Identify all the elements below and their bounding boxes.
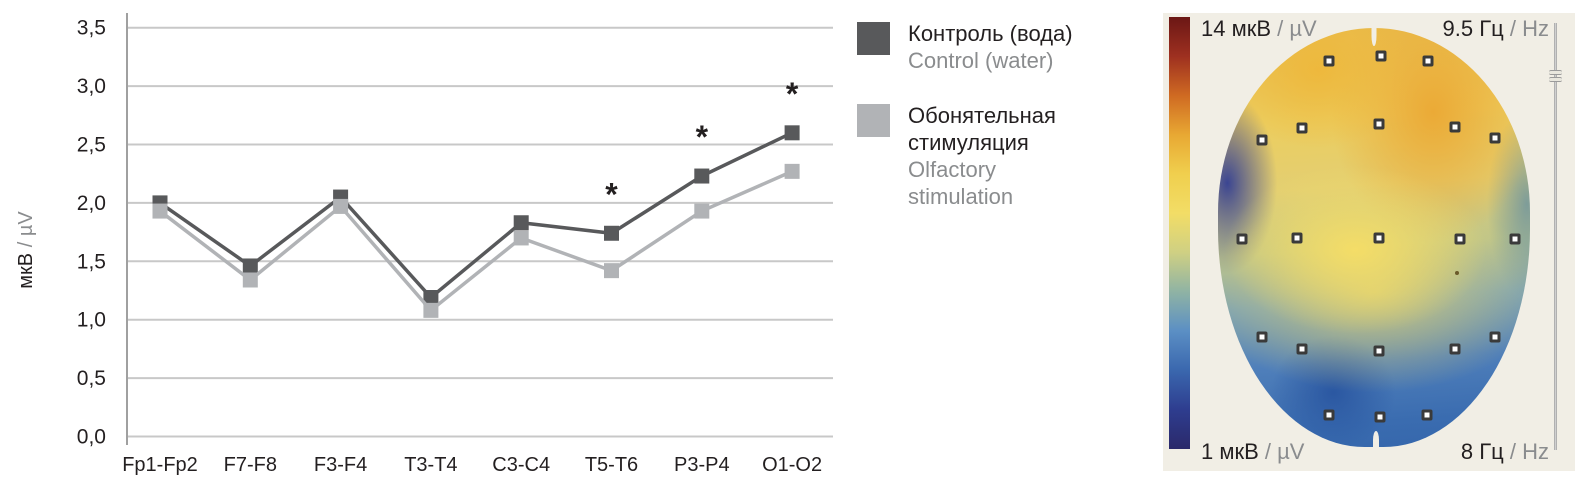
slider-rod-knot bbox=[1549, 70, 1562, 84]
electrode-marker bbox=[1421, 409, 1433, 421]
electrode-marker bbox=[1449, 121, 1461, 133]
data-marker-olfactory bbox=[333, 198, 349, 214]
scale-label-top-right: 9.5 Гц / Hz bbox=[1443, 16, 1549, 42]
y-tick-label: 1,5 bbox=[77, 250, 106, 273]
colorbar bbox=[1169, 17, 1190, 449]
y-tick-label: 2,0 bbox=[77, 192, 106, 215]
scale-max-amplitude-unit: / µV bbox=[1277, 16, 1317, 41]
electrode-marker bbox=[1509, 233, 1521, 245]
data-marker-olfactory bbox=[513, 230, 529, 246]
data-marker-control bbox=[694, 168, 710, 184]
line-chart: 0,0 0,5 1,0 1,5 2,0 2,5 3,0 3,5 мкВ / µV Fp1-Fp2 F… bbox=[15, 13, 833, 476]
data-marker-olfactory bbox=[784, 163, 800, 179]
significance-asterisk: * bbox=[786, 76, 799, 112]
data-marker-control bbox=[784, 125, 800, 141]
data-marker-olfactory bbox=[242, 272, 258, 288]
scale-max-frequency: 9.5 Гц bbox=[1442, 16, 1504, 41]
legend-label-control-ru: Контроль (вода) bbox=[908, 21, 1073, 46]
data-marker-olfactory bbox=[604, 263, 619, 279]
data-marker-control bbox=[423, 290, 439, 306]
data-marker-control bbox=[513, 215, 529, 231]
brain-topomap bbox=[1218, 28, 1530, 447]
legend-label-olfactory-ru: Обонятельная стимуляция bbox=[908, 103, 1056, 155]
x-tick-label: F3-F4 bbox=[314, 454, 367, 476]
slider-rod bbox=[1554, 23, 1557, 450]
electrode-marker bbox=[1236, 233, 1248, 245]
x-tick-label: T5-T6 bbox=[585, 454, 638, 476]
electrode-marker bbox=[1375, 50, 1387, 62]
electrode-marker bbox=[1454, 233, 1466, 245]
scale-min-frequency-unit: / Hz bbox=[1509, 439, 1549, 464]
chart-legend: Контроль (вода) Control (water) Обонятел… bbox=[857, 20, 1107, 238]
x-tick-label: F7-F8 bbox=[224, 454, 277, 476]
scale-label-top-left: 14 мкВ / µV bbox=[1201, 16, 1317, 42]
y-tick-label: 0,5 bbox=[77, 367, 106, 390]
scale-min-frequency: 8 Гц bbox=[1460, 439, 1504, 464]
series-line-control bbox=[158, 131, 793, 300]
significance-asterisk: * bbox=[605, 176, 618, 212]
x-tick-label: C3-C4 bbox=[492, 454, 550, 476]
electrode-marker bbox=[1373, 118, 1385, 130]
x-tick-label: O1-O2 bbox=[762, 454, 822, 476]
data-marker-olfactory bbox=[152, 203, 168, 219]
legend-item-olfactory: Обонятельная стимуляция Olfactory stimul… bbox=[857, 102, 1107, 210]
scale-label-bottom-left: 1 мкВ / µV bbox=[1201, 439, 1304, 465]
data-marker-olfactory bbox=[694, 203, 710, 219]
scale-max-frequency-unit: / Hz bbox=[1509, 16, 1549, 41]
small-marker-dot bbox=[1455, 271, 1460, 276]
electrode-marker bbox=[1373, 232, 1385, 244]
y-tick-label: 0,0 bbox=[77, 426, 106, 449]
electrode-marker bbox=[1296, 122, 1308, 134]
electrode-marker bbox=[1296, 343, 1308, 355]
data-marker-olfactory bbox=[423, 302, 439, 318]
electrode-marker bbox=[1489, 132, 1501, 144]
electrode-marker bbox=[1323, 55, 1335, 67]
y-tick-label: 3,5 bbox=[77, 17, 106, 40]
y-axis-label: мкВ / µV bbox=[15, 211, 37, 289]
significance-asterisk: * bbox=[696, 119, 709, 155]
scale-min-amplitude-unit: / µV bbox=[1264, 439, 1305, 464]
electrode-marker bbox=[1256, 134, 1268, 146]
series-line-olfactory bbox=[158, 169, 793, 313]
electrode-marker bbox=[1374, 411, 1386, 423]
scale-label-bottom-right: 8 Гц / Hz bbox=[1461, 439, 1549, 465]
y-tick-label: 1,0 bbox=[77, 309, 106, 332]
legend-item-control: Контроль (вода) Control (water) bbox=[857, 20, 1107, 74]
data-marker-control bbox=[242, 258, 258, 274]
topomap-panel: 14 мкВ / µV 9.5 Гц / Hz 1 мкВ / µV 8 Гц … bbox=[1163, 13, 1575, 471]
y-tick-label: 3,0 bbox=[77, 75, 106, 98]
electrode-marker bbox=[1449, 343, 1461, 355]
legend-label-olfactory-en: Olfactory stimulation bbox=[908, 157, 1014, 209]
legend-swatch-control bbox=[857, 22, 890, 55]
electrode-marker bbox=[1291, 232, 1303, 244]
x-tick-label: Fp1-Fp2 bbox=[122, 454, 198, 476]
electrode-marker bbox=[1422, 55, 1434, 67]
electrode-marker bbox=[1489, 331, 1501, 343]
legend-swatch-olfactory bbox=[857, 104, 890, 137]
scale-min-amplitude: 1 мкВ bbox=[1201, 439, 1259, 464]
x-tick-label: P3-P4 bbox=[674, 454, 730, 476]
electrode-marker bbox=[1323, 409, 1335, 421]
electrode-marker bbox=[1256, 331, 1268, 343]
y-tick-label: 2,5 bbox=[77, 134, 106, 157]
electrode-marker bbox=[1373, 345, 1385, 357]
data-marker-control bbox=[604, 225, 619, 241]
scale-max-amplitude: 14 мкВ bbox=[1201, 16, 1272, 41]
legend-label-control-en: Control (water) bbox=[908, 48, 1054, 73]
x-tick-label: T3-T4 bbox=[404, 454, 457, 476]
